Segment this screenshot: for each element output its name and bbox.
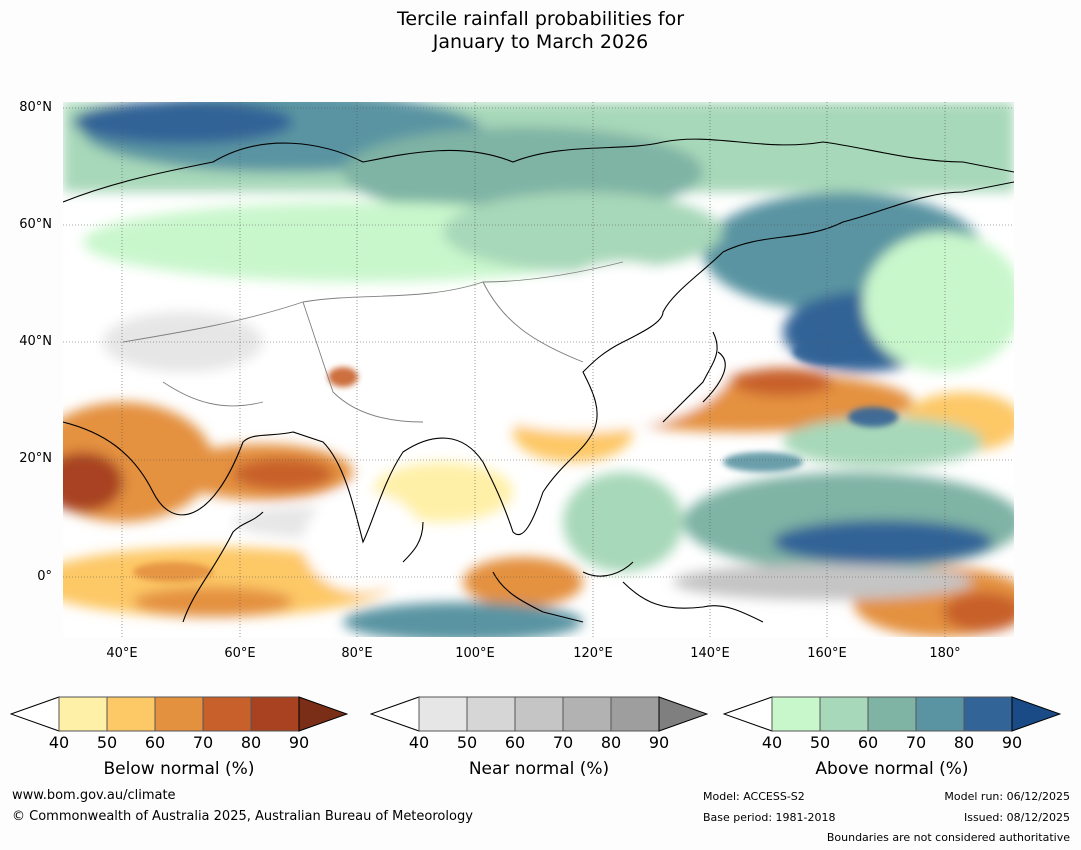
above-tick-50: 50 (809, 733, 831, 752)
map-title: Tercile rainfall probabilities for Janua… (0, 8, 1081, 54)
rainfall-probability-map (63, 102, 1014, 637)
below-tick-40: 40 (48, 733, 70, 752)
lon-label-100e: 100°E (455, 646, 495, 661)
title-line-2: January to March 2026 (432, 31, 649, 53)
cb-above-80 (963, 696, 1013, 732)
lon-label-80e: 80°E (341, 646, 373, 661)
near-tick-50: 50 (456, 733, 478, 752)
lon-label-40e: 40°E (106, 646, 138, 661)
cb-near-60 (514, 696, 564, 732)
lat-label-20n: 20°N (19, 451, 52, 466)
colorbar-above-normal (723, 696, 1061, 732)
lon-label-180: 180° (929, 646, 961, 661)
colorbar-below-normal (10, 696, 348, 732)
lat-label-60n: 60°N (19, 217, 52, 232)
above-tick-40: 40 (761, 733, 783, 752)
above-tick-90: 90 (1001, 733, 1023, 752)
cb-below-90 (298, 696, 348, 732)
colorbar-near-normal (370, 696, 708, 732)
cb-near-70 (562, 696, 612, 732)
bom-url-link[interactable]: www.bom.gov.au/climate (12, 788, 176, 803)
boundaries-disclaimer: Boundaries are not considered authoritat… (826, 831, 1070, 844)
cb-near-40 (418, 696, 468, 732)
near-tick-70: 70 (552, 733, 574, 752)
cb-above-90 (1011, 696, 1061, 732)
near-tick-40: 40 (408, 733, 430, 752)
cb-near-90 (658, 696, 708, 732)
below-normal-label: Below normal (%) (103, 759, 255, 779)
cb-above-60 (867, 696, 917, 732)
model-name: Model: ACCESS-S2 (703, 790, 805, 803)
near-tick-80: 80 (600, 733, 622, 752)
model-run-date: Model run: 06/12/2025 (944, 790, 1070, 803)
below-tick-90: 90 (288, 733, 310, 752)
cb-below-60 (154, 696, 204, 732)
issued-date: Issued: 08/12/2025 (963, 811, 1070, 824)
lon-label-140e: 140°E (690, 646, 730, 661)
cb-near-80 (610, 696, 660, 732)
cb-below-70 (202, 696, 252, 732)
below-tick-50: 50 (96, 733, 118, 752)
base-period: Base period: 1981-2018 (703, 811, 836, 824)
below-tick-60: 60 (144, 733, 166, 752)
cb-above-40 (771, 696, 821, 732)
above-tick-70: 70 (905, 733, 927, 752)
lon-label-60e: 60°E (224, 646, 256, 661)
above-normal-label: Above normal (%) (815, 759, 969, 779)
lat-label-40n: 40°N (19, 334, 52, 349)
above-tick-60: 60 (857, 733, 879, 752)
lon-label-160e: 160°E (807, 646, 847, 661)
cb-below-50 (106, 696, 156, 732)
below-tick-70: 70 (192, 733, 214, 752)
cb-above-70 (915, 696, 965, 732)
near-tick-60: 60 (504, 733, 526, 752)
lon-label-120e: 120°E (573, 646, 613, 661)
cb-above-50 (819, 696, 869, 732)
lat-label-80n: 80°N (19, 100, 52, 115)
copyright-text: © Commonwealth of Australia 2025, Austra… (12, 809, 473, 824)
title-line-1: Tercile rainfall probabilities for (396, 8, 685, 30)
cb-below-80 (250, 696, 300, 732)
near-normal-label: Near normal (%) (468, 759, 610, 779)
cb-below-40 (58, 696, 108, 732)
above-tick-80: 80 (953, 733, 975, 752)
below-tick-80: 80 (240, 733, 262, 752)
lat-label-0: 0° (37, 569, 52, 584)
near-tick-90: 90 (648, 733, 670, 752)
cb-near-50 (466, 696, 516, 732)
